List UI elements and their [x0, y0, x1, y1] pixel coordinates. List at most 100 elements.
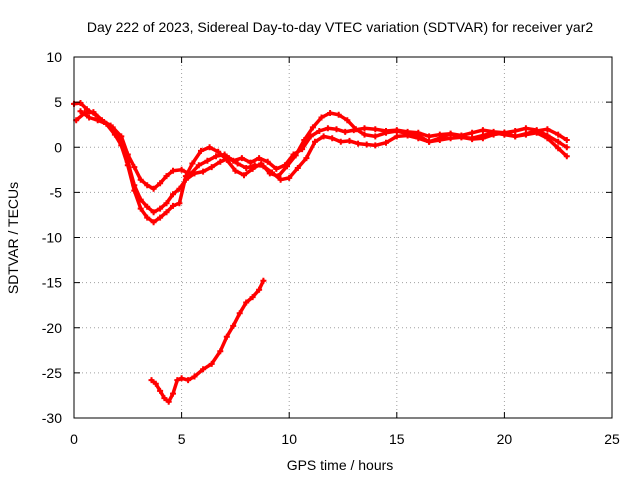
data-point: [372, 142, 379, 149]
data-point: [563, 144, 570, 151]
data-point: [247, 159, 254, 166]
y-tick-labels: -30 -25 -20 -15 -10 -5 0 5 10: [42, 49, 62, 426]
data-point: [352, 126, 359, 133]
data-point: [238, 155, 245, 162]
data-point: [256, 286, 263, 293]
data-point: [264, 158, 271, 165]
data-point: [286, 174, 293, 181]
data-point: [241, 172, 247, 179]
data-point: [118, 142, 125, 149]
data-point: [337, 138, 344, 145]
data-point: [404, 130, 411, 137]
data-point: [426, 138, 433, 145]
data-point: [555, 131, 562, 138]
data-point: [243, 299, 250, 306]
data-point: [512, 128, 519, 134]
data-point: [333, 126, 340, 133]
data-point: [522, 125, 529, 132]
data-point: [363, 141, 370, 148]
data-point: [185, 377, 192, 384]
data-point: [312, 138, 318, 145]
data-point: [342, 128, 349, 135]
data-point: [148, 377, 155, 384]
data-point: [260, 277, 267, 284]
data-point: [533, 129, 540, 136]
data-point: [383, 139, 389, 146]
data-point: [174, 377, 181, 384]
data-point: [176, 200, 183, 207]
data-point: [277, 176, 284, 183]
data-point: [163, 200, 170, 207]
series-track-d: [149, 279, 266, 404]
data-point: [150, 209, 157, 216]
data-point: [327, 110, 334, 116]
data-point: [90, 109, 97, 116]
data-point: [256, 155, 263, 162]
data-point: [266, 170, 273, 177]
data-point: [131, 187, 138, 194]
data-point: [236, 310, 243, 317]
data-point: [223, 156, 230, 163]
data-point: [479, 127, 486, 134]
data-point: [232, 167, 239, 174]
data-point: [213, 153, 219, 160]
data-point: [131, 164, 138, 171]
y-tick-label: -5: [50, 184, 63, 200]
data-point: [563, 137, 570, 143]
data-point: [544, 126, 551, 133]
data-point: [182, 173, 189, 180]
data-point: [303, 155, 310, 162]
data-point: [544, 135, 551, 142]
data-point: [501, 129, 508, 136]
data-point: [555, 145, 562, 152]
data-point: [170, 390, 176, 397]
data-point: [163, 209, 170, 216]
data-point: [77, 100, 84, 106]
data-point: [361, 125, 368, 132]
data-point: [178, 166, 185, 173]
data-point: [170, 191, 176, 198]
y-tick-label: -20: [42, 320, 62, 336]
data-point: [372, 126, 379, 133]
x-tick-label: 20: [497, 431, 513, 447]
data-point: [103, 120, 110, 127]
data-point: [346, 137, 353, 144]
y-tick-label: -25: [42, 365, 62, 381]
data-point: [249, 294, 256, 301]
data-point: [361, 131, 368, 138]
data-point: [200, 168, 207, 175]
grid: [74, 57, 612, 418]
data-point: [217, 348, 224, 355]
data-point: [273, 165, 280, 172]
data-point: [170, 202, 176, 209]
data-point: [275, 173, 282, 180]
data-point: [189, 160, 196, 167]
data-point: [157, 214, 164, 221]
data-point: [77, 108, 84, 115]
data-point: [512, 133, 519, 140]
data-point: [479, 135, 486, 142]
y-axis-label: SDTVAR / TECUs: [5, 182, 21, 294]
data-point: [469, 136, 476, 143]
chart-title: Day 222 of 2023, Sidereal Day-to-day VTE…: [87, 19, 593, 35]
data-point: [161, 395, 168, 402]
data-point: [301, 137, 308, 143]
data-point: [198, 147, 204, 154]
data-point: [208, 360, 215, 367]
data-point: [124, 162, 131, 169]
data-point: [234, 160, 241, 167]
x-tick-labels: 0 5 10 15 20 25: [70, 431, 620, 447]
plot-series: [71, 100, 570, 405]
data-point: [355, 140, 362, 147]
data-point: [157, 180, 164, 187]
series-track-a: [72, 101, 569, 191]
data-point: [137, 176, 144, 183]
data-point: [208, 164, 215, 171]
data-point: [94, 117, 101, 124]
x-tick-label: 25: [604, 431, 620, 447]
data-point: [393, 128, 400, 134]
data-point: [469, 129, 476, 136]
data-point: [170, 167, 176, 174]
data-point: [157, 205, 164, 212]
data-point: [86, 114, 93, 121]
